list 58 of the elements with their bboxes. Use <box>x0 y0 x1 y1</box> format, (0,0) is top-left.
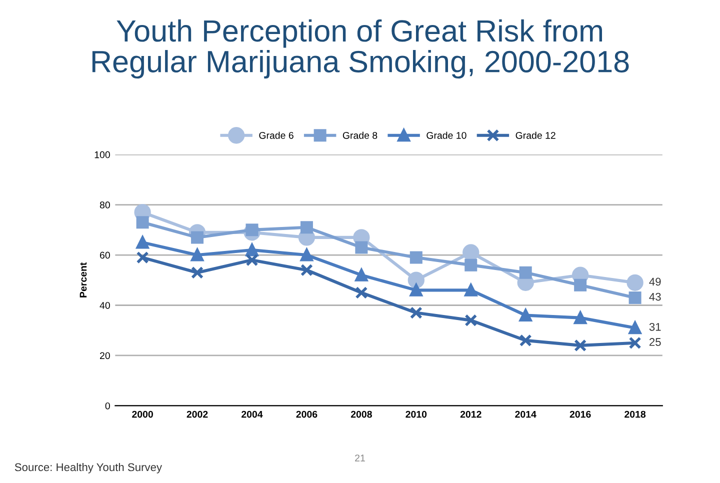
text: 21 <box>355 454 365 462</box>
point <box>410 306 422 320</box>
point <box>191 266 204 279</box>
legend-label: Grade 6 <box>259 132 294 139</box>
x-tick-label: 2012 <box>460 410 482 418</box>
point <box>410 284 422 296</box>
y-tick-label: 80 <box>100 202 110 208</box>
point <box>408 272 424 288</box>
point <box>355 268 368 282</box>
x-tick-label: 2016 <box>570 410 591 418</box>
point <box>355 286 368 299</box>
point <box>246 244 258 256</box>
data-label: 43 <box>649 292 661 301</box>
point <box>519 309 532 322</box>
point <box>464 258 478 272</box>
point <box>300 264 313 276</box>
point <box>462 244 480 261</box>
y-tick-label: 0 <box>105 402 110 410</box>
point <box>628 291 642 304</box>
point <box>355 241 368 254</box>
point <box>626 274 644 291</box>
data-label: 49 <box>649 278 661 286</box>
y-tick-label: 40 <box>100 302 110 309</box>
x-tick-label: 2006 <box>296 410 318 418</box>
x-tick-label: 2010 <box>406 410 427 418</box>
source-note: Source: Healthy Youth Survey <box>14 462 162 474</box>
point <box>300 248 313 262</box>
point <box>136 216 149 229</box>
y-axis-title: Percent <box>80 262 87 298</box>
data-label: 25 <box>649 338 661 346</box>
x-tick-label: 2002 <box>186 410 208 418</box>
x-tick-label: 2008 <box>350 410 372 418</box>
point <box>574 312 587 324</box>
legend-label: Grade 10 <box>426 132 466 139</box>
point <box>464 314 478 327</box>
point <box>464 284 478 296</box>
point <box>136 251 149 264</box>
legend-label: Grade 12 <box>516 132 556 139</box>
point <box>191 248 204 262</box>
y-tick-label: 20 <box>100 352 110 360</box>
x-tick-label: 2004 <box>242 410 263 418</box>
point <box>574 339 587 352</box>
y-tick-label: 100 <box>94 151 110 158</box>
x-tick-label: 2000 <box>132 410 153 418</box>
x-tick-label: 2014 <box>515 410 536 418</box>
point <box>574 278 587 292</box>
point <box>519 266 532 279</box>
legend-label: Grade 8 <box>342 132 378 139</box>
point <box>628 336 642 350</box>
chart-title: Youth Perception of Great Risk from Regular Marijuana Smoking, 2000-2018 <box>92 19 629 78</box>
point <box>136 236 149 249</box>
point <box>519 334 532 347</box>
point <box>300 221 313 234</box>
point <box>410 251 422 264</box>
y-tick-label: 60 <box>100 252 110 259</box>
x-tick-label: 2018 <box>624 410 646 418</box>
data-label: 31 <box>649 322 661 331</box>
point <box>246 254 258 266</box>
